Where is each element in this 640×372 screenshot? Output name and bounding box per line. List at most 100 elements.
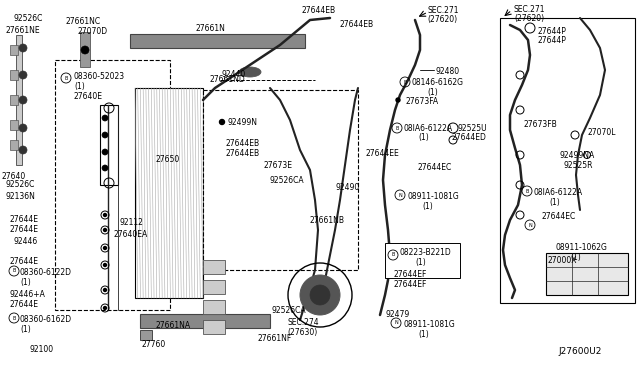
Text: B: B — [12, 315, 16, 321]
Bar — [203, 320, 225, 334]
Bar — [203, 90, 358, 270]
Text: (1): (1) — [570, 253, 580, 262]
Circle shape — [104, 263, 106, 266]
Text: 27644P: 27644P — [537, 36, 566, 45]
Text: 92526C: 92526C — [5, 180, 35, 189]
Bar — [203, 300, 225, 314]
Circle shape — [102, 132, 108, 138]
Circle shape — [19, 71, 27, 79]
Text: SEC.271: SEC.271 — [514, 5, 545, 14]
Text: 27760: 27760 — [142, 340, 166, 349]
Bar — [140, 314, 270, 328]
Bar — [203, 260, 225, 274]
Text: 27650: 27650 — [155, 155, 179, 164]
Text: 27661NB: 27661NB — [310, 216, 345, 225]
Text: 27640: 27640 — [2, 172, 26, 181]
Text: 92446+A: 92446+A — [10, 290, 46, 299]
Text: 27661NC: 27661NC — [65, 17, 100, 26]
Text: 08360-6162D: 08360-6162D — [20, 315, 72, 324]
Text: 08IA6-6122A: 08IA6-6122A — [403, 124, 452, 133]
Circle shape — [104, 247, 106, 250]
Bar — [500, 18, 635, 303]
Bar — [10, 95, 18, 105]
Text: (1): (1) — [549, 198, 560, 207]
Bar — [385, 243, 460, 278]
Text: 92526C: 92526C — [14, 14, 44, 23]
Text: 92112: 92112 — [120, 218, 144, 227]
Text: 92526CA: 92526CA — [270, 176, 305, 185]
Text: 92446: 92446 — [14, 237, 38, 246]
Text: 08360-52023: 08360-52023 — [74, 72, 125, 81]
Text: (1): (1) — [422, 202, 433, 211]
Circle shape — [310, 285, 330, 305]
Text: (1): (1) — [418, 133, 429, 142]
Text: 27661NE: 27661NE — [5, 26, 40, 35]
Text: 27644EE: 27644EE — [365, 149, 399, 158]
Text: B: B — [12, 269, 16, 273]
Text: 27000X: 27000X — [548, 256, 577, 265]
Text: B: B — [403, 80, 406, 84]
Circle shape — [102, 149, 108, 155]
Text: 08911-1081G: 08911-1081G — [403, 320, 455, 329]
Text: 92136N: 92136N — [5, 192, 35, 201]
Text: 27644EC: 27644EC — [418, 163, 452, 172]
Text: 92525U: 92525U — [458, 124, 488, 133]
Circle shape — [104, 307, 106, 310]
Text: 27644E: 27644E — [10, 215, 39, 224]
Text: 27644EB: 27644EB — [302, 6, 336, 15]
Text: 27661NF: 27661NF — [258, 334, 292, 343]
Text: (27630): (27630) — [287, 328, 317, 337]
Text: 27644EB: 27644EB — [340, 20, 374, 29]
Circle shape — [104, 228, 106, 231]
Bar — [130, 34, 305, 48]
Text: (1): (1) — [415, 258, 426, 267]
Text: J27600U2: J27600U2 — [558, 347, 602, 356]
Text: 27644EB: 27644EB — [225, 149, 259, 158]
Text: 27644EB: 27644EB — [225, 139, 259, 148]
Circle shape — [19, 146, 27, 154]
Text: 92499NA: 92499NA — [560, 151, 595, 160]
Text: B: B — [64, 76, 68, 80]
Circle shape — [104, 214, 106, 217]
Text: 27661NA: 27661NA — [155, 321, 190, 330]
Text: 08IA6-6122A: 08IA6-6122A — [534, 188, 583, 197]
Text: SEC.274: SEC.274 — [287, 318, 319, 327]
Text: 27661N: 27661N — [196, 24, 226, 33]
Text: 92440: 92440 — [222, 70, 246, 79]
Bar — [100, 105, 118, 185]
Text: N: N — [528, 222, 532, 228]
Text: 08223-B221D: 08223-B221D — [400, 248, 452, 257]
Text: (27620): (27620) — [514, 14, 544, 23]
Text: 08911-1081G: 08911-1081G — [407, 192, 459, 201]
Text: N: N — [394, 321, 398, 326]
Bar — [80, 32, 90, 67]
Ellipse shape — [239, 67, 261, 77]
Circle shape — [396, 98, 400, 102]
Bar — [55, 60, 170, 310]
Text: 08911-1062G: 08911-1062G — [555, 243, 607, 252]
Bar — [140, 330, 152, 340]
Text: (27620): (27620) — [427, 15, 457, 24]
Circle shape — [220, 119, 225, 125]
Text: 08146-6162G: 08146-6162G — [412, 78, 464, 87]
Bar — [10, 45, 18, 55]
Text: 27644EF: 27644EF — [393, 270, 426, 279]
Text: (1): (1) — [20, 278, 31, 287]
Text: 27661ND: 27661ND — [210, 75, 246, 84]
Text: B: B — [391, 253, 395, 257]
Circle shape — [102, 115, 108, 121]
Text: 27070L: 27070L — [588, 128, 616, 137]
Text: 27673E: 27673E — [263, 161, 292, 170]
Text: 92499N: 92499N — [228, 118, 258, 127]
Text: (1): (1) — [418, 330, 429, 339]
Circle shape — [19, 124, 27, 132]
Text: 08360-6122D: 08360-6122D — [20, 268, 72, 277]
Polygon shape — [203, 90, 310, 200]
Bar — [203, 280, 225, 294]
Bar — [135, 88, 203, 298]
Circle shape — [19, 96, 27, 104]
Bar — [16, 35, 22, 165]
Text: 27673FA: 27673FA — [405, 97, 438, 106]
Text: N: N — [398, 192, 402, 198]
Text: 92480: 92480 — [436, 67, 460, 76]
